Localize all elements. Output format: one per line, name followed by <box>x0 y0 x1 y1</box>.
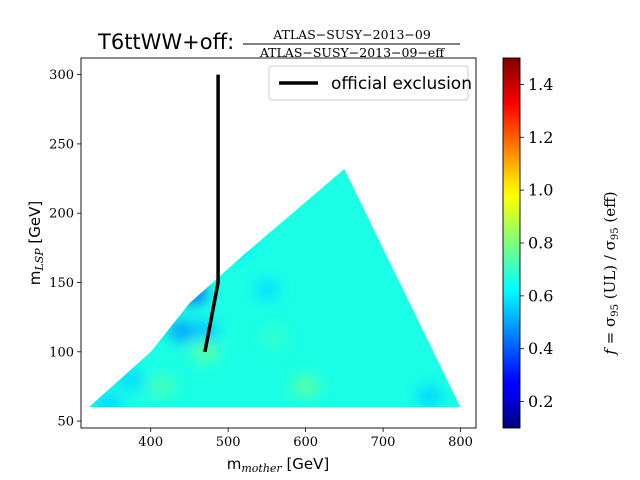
colorbar-tick-label: 1.4 <box>528 75 553 94</box>
heatmap-cell <box>260 326 289 349</box>
x-tick-label: 700 <box>371 435 396 450</box>
heatmap-cell <box>291 375 320 398</box>
y-tick-label: 300 <box>49 68 74 83</box>
colorbar-tick-label: 1.2 <box>528 128 553 147</box>
chart-title-denominator: ATLAS−SUSY−2013−09−eff <box>259 45 445 60</box>
x-tick-label: 500 <box>216 435 241 450</box>
chart-title-numerator: ATLAS−SUSY−2013−09 <box>272 27 431 42</box>
heatmap-cell <box>167 319 196 342</box>
heatmap-cell <box>252 278 281 301</box>
x-tick-label: 800 <box>448 435 473 450</box>
y-tick-label: 100 <box>49 345 74 360</box>
colorbar-label: f = σ95 (UL) / σ95 (eff) <box>601 191 621 355</box>
y-tick-label: 150 <box>49 276 74 291</box>
colorbar-tick-label: 0.8 <box>528 234 553 253</box>
x-axis-label: mmother [GeV] <box>227 455 330 475</box>
y-tick-label: 250 <box>49 137 74 152</box>
colorbar-tick-label: 0.6 <box>528 286 553 305</box>
y-axis-ticks: 50 100 150 200 250 300 <box>49 68 81 430</box>
colorbar-tick-label: 1.0 <box>528 181 553 200</box>
heatmap-cell <box>94 393 123 408</box>
colorbar-tick-label: 0.2 <box>528 392 553 411</box>
colorbar-tick-label: 0.4 <box>528 339 553 358</box>
heatmap-cell <box>415 385 444 408</box>
heatmap-cell <box>190 319 219 342</box>
x-axis-ticks: 400 500 600 700 800 <box>138 428 473 450</box>
y-axis-label: mLSP [GeV] <box>26 201 46 285</box>
heatmap-region <box>88 168 461 408</box>
x-tick-label: 400 <box>138 435 163 450</box>
chart-title: T6ttWW+off: <box>97 30 234 54</box>
legend-exclusion-label: official exclusion <box>331 74 472 94</box>
y-tick-label: 200 <box>49 207 74 222</box>
heatmap-cell <box>117 368 146 391</box>
legend-box <box>268 65 469 101</box>
plot-frame <box>80 57 477 429</box>
legend: official exclusion <box>268 65 472 101</box>
heatmap-cell <box>225 236 254 259</box>
x-tick-label: 600 <box>293 435 318 450</box>
colorbar <box>502 57 521 429</box>
official-exclusion-line <box>203 74 220 353</box>
colorbar-ticks: 0.2 0.4 0.6 0.8 1.0 1.2 1.4 <box>520 75 553 411</box>
heatmap-cell <box>148 375 177 398</box>
heatmap-cell <box>179 282 208 305</box>
y-tick-label: 50 <box>57 415 74 430</box>
